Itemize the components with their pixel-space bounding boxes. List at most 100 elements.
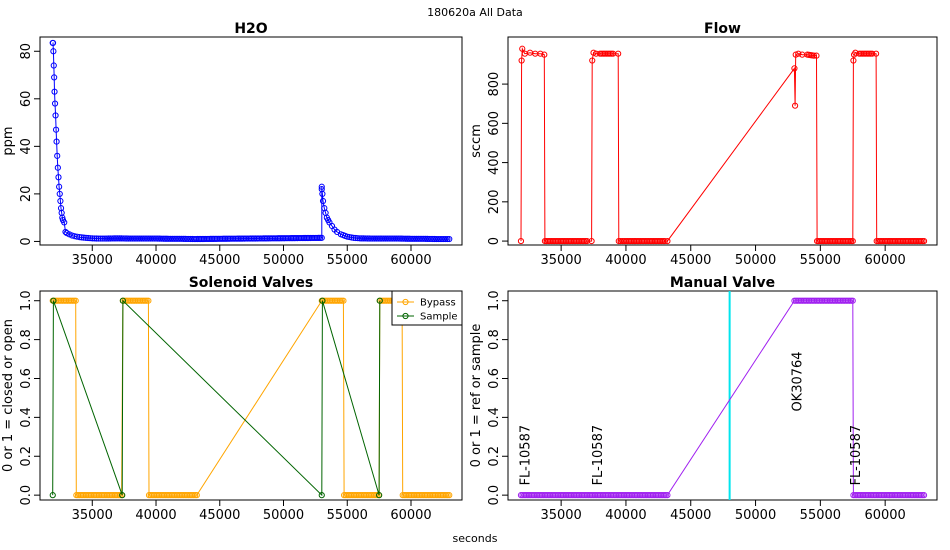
data-point	[97, 235, 104, 242]
legend-label: Bypass	[420, 298, 456, 309]
data-point	[143, 297, 150, 304]
data-point	[588, 237, 595, 245]
data-point	[583, 237, 591, 245]
panel-title: Flow	[704, 21, 741, 37]
y-tick-label: 60	[19, 91, 34, 108]
data-point	[350, 234, 357, 241]
data-point	[82, 234, 89, 241]
x-tick-label: 60000	[864, 253, 905, 268]
data-point	[55, 174, 62, 181]
data-point	[664, 237, 671, 245]
x-tick-label: 40000	[135, 508, 176, 523]
y-tick-label: 0.6	[487, 368, 502, 389]
series-line-sample	[52, 299, 381, 497]
y-axis-label: sccm	[469, 124, 484, 158]
x-tick-label: 60000	[390, 253, 431, 268]
y-tick-label: 0.8	[19, 329, 34, 350]
plot-frame	[507, 290, 938, 501]
data-point	[518, 57, 525, 64]
y-tick-label: 600	[487, 111, 502, 136]
plot-frame	[39, 36, 463, 246]
x-tick-label: 35000	[72, 253, 113, 268]
data-point	[446, 235, 453, 243]
x-tick-label: 50000	[263, 253, 304, 268]
y-tick-label: 0.8	[487, 329, 502, 350]
data-point	[76, 234, 83, 241]
data-point	[920, 492, 928, 499]
data-point	[319, 297, 326, 304]
data-point	[87, 235, 94, 242]
data-point	[319, 190, 326, 197]
y-tick-label: 0.0	[19, 485, 34, 506]
data-point	[91, 235, 98, 242]
x-tick-label: 40000	[605, 508, 646, 523]
data-point	[850, 57, 857, 64]
annotation-label: FL-10587	[519, 425, 534, 486]
panel-2: Flow sccm 35000 40000 45000 50000 55000 60000 0 2…	[469, 21, 938, 268]
data-point	[446, 492, 453, 499]
y-tick-label: 0.0	[487, 485, 502, 506]
data-point	[340, 297, 347, 304]
data-point	[376, 492, 383, 499]
y-axis-label: ppm	[1, 126, 16, 155]
x-tick-label: 45000	[199, 508, 240, 523]
data-layer	[517, 291, 928, 500]
data-point	[664, 492, 671, 499]
y-tick-label: 40	[19, 138, 34, 155]
data-point	[84, 234, 92, 242]
data-point	[119, 492, 126, 499]
y-tick-label: 20	[19, 186, 34, 203]
x-tick-label: 35000	[540, 508, 581, 523]
data-point	[49, 492, 56, 499]
y-tick-label: 1.0	[19, 290, 34, 311]
legend-label: Sample	[420, 312, 458, 323]
data-point	[615, 50, 622, 57]
y-tick-label: 800	[487, 72, 502, 97]
panel-4: Manual Valve 0 or 1 = ref or sample 35000 4…	[469, 275, 938, 523]
panel-3: Solenoid Valves 0 or 1 = closed or open 35…	[1, 275, 463, 523]
data-point	[318, 183, 325, 190]
annotation-label: FL-10587	[591, 425, 606, 486]
data-point	[72, 297, 79, 304]
data-point	[50, 48, 57, 55]
data-point	[849, 297, 856, 304]
data-point	[920, 237, 928, 245]
data-point	[93, 235, 100, 242]
data-point	[78, 234, 85, 241]
x-tick-label: 45000	[199, 253, 240, 268]
y-tick-label: 1.0	[487, 290, 502, 311]
data-point	[869, 50, 876, 57]
y-tick-label: 0.4	[19, 407, 34, 428]
panel-title: Solenoid Valves	[189, 275, 314, 291]
x-tick-label: 55000	[800, 253, 841, 268]
x-tick-label: 40000	[605, 253, 646, 268]
plot-frame	[507, 36, 938, 246]
data-point	[145, 297, 152, 304]
data-point	[61, 219, 68, 226]
data-point	[50, 62, 57, 69]
data-point	[589, 57, 596, 64]
legend-swatch-point	[402, 312, 409, 320]
x-tick-label: 45000	[670, 253, 711, 268]
series-line-flow	[520, 46, 924, 242]
y-tick-label: 400	[487, 150, 502, 175]
data-point	[319, 197, 327, 205]
data-point	[872, 50, 880, 57]
x-tick-label: 50000	[263, 508, 304, 523]
data-point	[52, 112, 59, 119]
legend-box	[391, 290, 463, 326]
x-tick-label: 50000	[735, 253, 776, 268]
data-point	[141, 297, 149, 304]
panel-title: H2O	[234, 21, 267, 37]
figure-xlabel: seconds	[453, 532, 498, 545]
y-tick-label: 0.2	[19, 446, 34, 467]
data-point	[80, 234, 87, 241]
panel-1: H2O ppm 35000 40000 45000 50000 55000 60000 0 20 4…	[1, 21, 463, 268]
data-point	[57, 197, 64, 205]
data-point	[54, 152, 61, 159]
x-tick-label: 35000	[72, 508, 113, 523]
data-point	[318, 234, 325, 241]
data-layer	[517, 45, 928, 245]
data-point	[661, 237, 668, 245]
panel-title: Manual Valve	[670, 275, 775, 291]
